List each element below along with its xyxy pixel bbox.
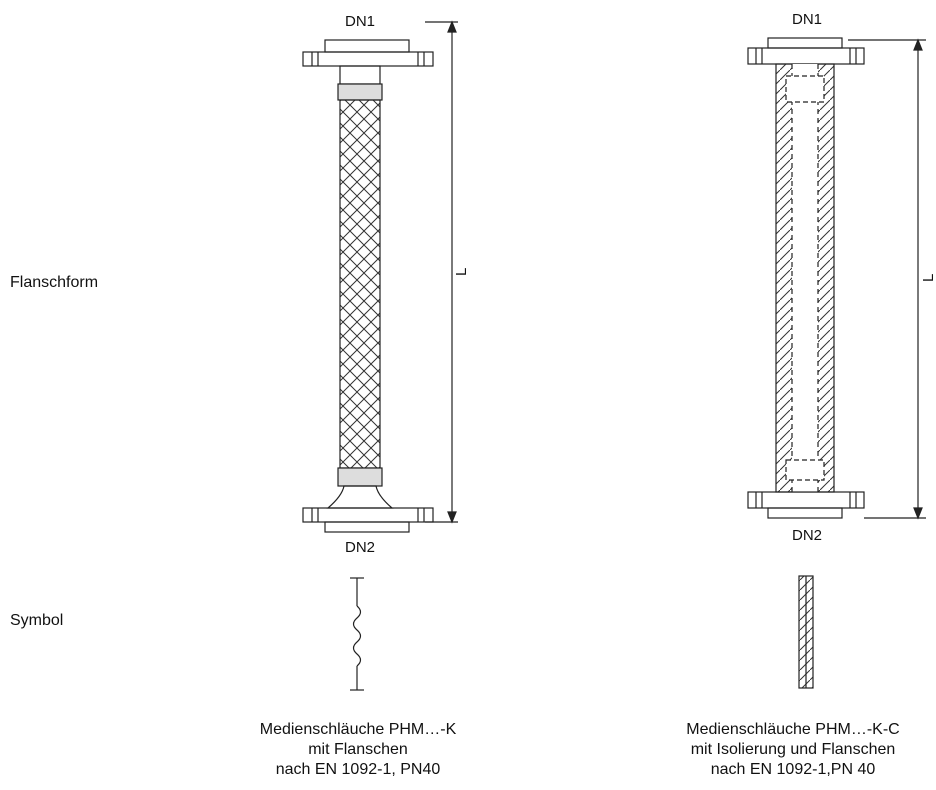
- right-caption-line-2: mit Isolierung und Flanschen: [690, 741, 896, 758]
- right-bottom-flange: [747, 491, 865, 519]
- left-braided-hose: [339, 99, 381, 469]
- left-bottom-flange: [302, 485, 434, 533]
- left-caption: Medienschläuche PHM…-K mit Flanschen nac…: [208, 720, 508, 780]
- left-caption-line-1: Medienschläuche PHM…-K: [259, 721, 457, 738]
- left-length-label: L: [453, 268, 470, 276]
- left-caption-line-2: mit Flanschen: [308, 741, 408, 758]
- right-inner-bottom-fitting: [785, 459, 825, 481]
- left-hose-drawing: [302, 20, 458, 691]
- right-dn1-label: DN1: [792, 11, 822, 28]
- right-length-label: L: [920, 274, 936, 282]
- left-hose-symbol: [350, 577, 364, 691]
- right-hose-symbol: [798, 575, 814, 689]
- row-label-flanschform: Flanschform: [10, 274, 99, 291]
- left-top-flange: [302, 39, 434, 85]
- left-dimension-line: [425, 20, 458, 524]
- left-top-collar: [337, 83, 383, 101]
- right-caption: Medienschläuche PHM…-K-C mit Isolierung …: [650, 720, 936, 780]
- right-hose-drawing: [747, 37, 926, 689]
- right-dn2-label: DN2: [792, 527, 822, 544]
- right-top-flange: [747, 37, 865, 65]
- left-dn1-label: DN1: [345, 13, 375, 30]
- right-dimension-line: [848, 38, 926, 520]
- right-inner-top-fitting: [785, 75, 825, 103]
- left-dn2-label: DN2: [345, 539, 375, 556]
- left-caption-line-3: nach EN 1092-1, PN40: [275, 761, 441, 778]
- row-label-symbol: Symbol: [10, 612, 64, 629]
- left-bottom-collar: [337, 467, 383, 487]
- right-caption-line-3: nach EN 1092-1,PN 40: [710, 761, 876, 778]
- right-caption-line-1: Medienschläuche PHM…-K-C: [686, 721, 900, 738]
